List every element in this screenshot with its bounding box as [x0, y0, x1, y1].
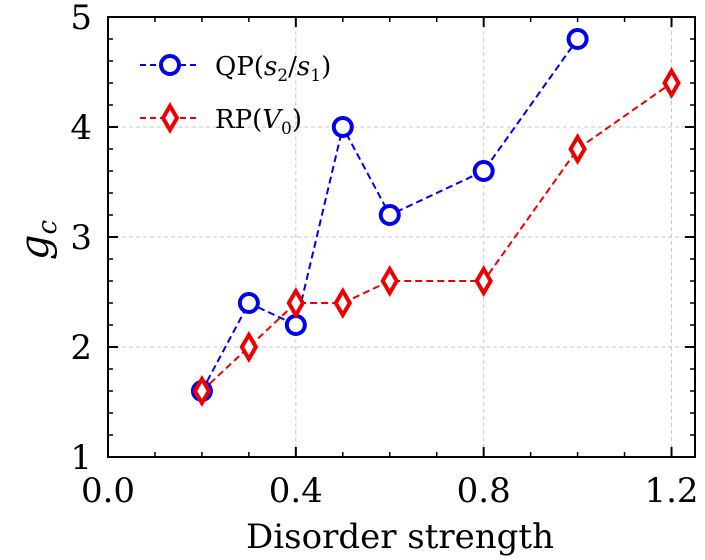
- data-point-qp: [566, 28, 589, 50]
- data-point-rp: [662, 67, 681, 99]
- data-point-rp: [192, 375, 212, 407]
- y-tick-label: 1: [70, 438, 92, 478]
- legend-marker-rp: [160, 102, 180, 134]
- legend-label-rp: RP(V0): [215, 105, 302, 139]
- data-point-qp: [378, 204, 401, 226]
- data-point-rp: [380, 265, 400, 297]
- y-tick-label: 3: [70, 218, 92, 258]
- data-point-rp: [333, 287, 353, 319]
- data-point-qp: [331, 116, 354, 138]
- data-point-rp: [239, 331, 259, 363]
- legend: QP(s2/s1) RP(V0): [140, 52, 331, 139]
- y-axis-label: gc: [12, 219, 63, 260]
- data-point-qp: [472, 160, 495, 182]
- legend-entry-qp: QP(s2/s1): [140, 52, 331, 86]
- y-tick-label: 2: [70, 328, 92, 368]
- x-tick-label: 0.8: [457, 471, 511, 511]
- series-line-rp: [201, 82, 673, 392]
- x-axis-label: Disorder strength: [246, 517, 554, 557]
- y-tick-label: 5: [70, 0, 92, 38]
- legend-label-qp: QP(s2/s1): [215, 52, 331, 86]
- y-tick-label: 4: [70, 108, 92, 148]
- data-point-rp: [474, 265, 493, 297]
- data-point-rp: [286, 287, 306, 319]
- data-point-qp: [237, 292, 260, 314]
- x-tick-label: 0.4: [269, 471, 323, 511]
- x-tick-label: 0.0: [81, 471, 135, 511]
- series-layer: [190, 28, 681, 407]
- data-point-rp: [568, 133, 587, 165]
- legend-entry-rp: RP(V0): [140, 102, 302, 139]
- legend-marker-qp: [159, 54, 181, 76]
- axes: 0.0 0.4 0.8 1.2 1 2 3 4 5: [70, 0, 698, 511]
- x-tick-label: 1.2: [644, 471, 698, 511]
